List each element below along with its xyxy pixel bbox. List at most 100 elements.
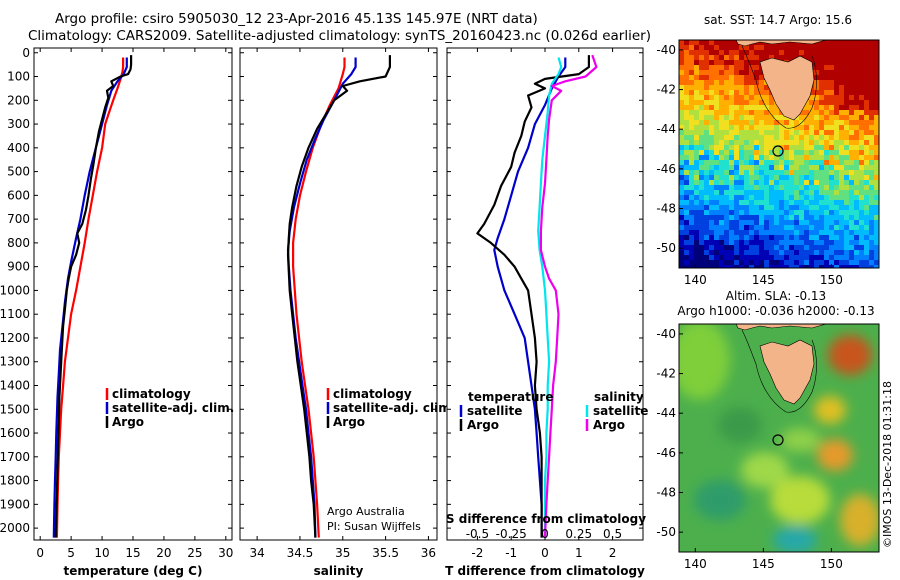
sst-cell <box>704 80 710 86</box>
argo-marker-sla <box>772 434 784 446</box>
sst-cell <box>759 95 765 101</box>
sst-cell <box>864 85 870 91</box>
sst-cell <box>734 125 740 131</box>
sst-cell <box>779 190 785 196</box>
sst-cell <box>854 225 860 231</box>
sst-cell <box>844 175 850 181</box>
sst-cell <box>829 225 835 231</box>
sst-cell <box>759 75 765 81</box>
sst-cell <box>839 155 845 161</box>
sst-cell <box>854 125 860 131</box>
sst-cell <box>714 230 720 236</box>
sst-cell <box>804 100 810 106</box>
sst-cell <box>819 190 825 196</box>
sst-cell <box>704 120 710 126</box>
sst-cell <box>714 90 720 96</box>
sst-cell <box>749 45 755 51</box>
sst-cell <box>829 165 835 171</box>
sst-cell <box>839 85 845 91</box>
sst-cell <box>689 265 695 268</box>
sst-cell <box>809 130 815 136</box>
sst-cell <box>689 140 695 146</box>
sst-cell <box>709 215 715 221</box>
sst-cell <box>754 150 760 156</box>
sst-cell <box>779 45 785 51</box>
sst-cell <box>734 225 740 231</box>
sst-cell <box>814 250 820 256</box>
sst-cell <box>809 175 815 181</box>
sst-cell <box>699 140 705 146</box>
sst-cell <box>709 220 715 226</box>
sst-cell <box>779 220 785 226</box>
sst-cell <box>814 120 820 126</box>
sst-cell <box>819 225 825 231</box>
sst-cell <box>799 125 805 131</box>
sst-cell <box>754 75 760 81</box>
sst-cell <box>779 50 785 56</box>
sst-cell <box>714 75 720 81</box>
sst-cell <box>714 120 720 126</box>
sst-cell <box>754 250 760 256</box>
sst-cell <box>719 95 725 101</box>
sst-cell <box>779 265 785 268</box>
sst-cell <box>704 75 710 81</box>
sst-cell <box>729 175 735 181</box>
sst-cell <box>679 260 685 266</box>
sst-cell <box>819 230 825 236</box>
sst-cell <box>849 175 855 181</box>
sst-cell <box>724 220 730 226</box>
sst-cell <box>744 90 750 96</box>
sst-cell <box>789 200 795 206</box>
sst-cell <box>734 115 740 121</box>
sst-cell <box>679 105 685 111</box>
sst-cell <box>684 180 690 186</box>
sst-cell <box>864 260 870 266</box>
sst-cell <box>759 155 765 161</box>
sst-cell <box>839 100 845 106</box>
sst-cell <box>749 245 755 251</box>
sst-cell <box>734 120 740 126</box>
sst-cell <box>829 190 835 196</box>
sst-cell <box>709 200 715 206</box>
sst-cell <box>714 250 720 256</box>
sst-cell <box>699 250 705 256</box>
sst-cell <box>854 170 860 176</box>
sst-cell <box>719 90 725 96</box>
sst-cell <box>689 85 695 91</box>
sst-cell <box>844 115 850 121</box>
sst-cell <box>849 180 855 186</box>
sst-cell <box>749 55 755 61</box>
sst-cell <box>684 235 690 241</box>
sst-cell <box>859 205 865 211</box>
sst-cell <box>829 145 835 151</box>
sst-cell <box>754 110 760 116</box>
sst-cell <box>844 200 850 206</box>
sst-cell <box>719 135 725 141</box>
sst-cell <box>824 155 830 161</box>
sst-cell <box>844 145 850 151</box>
sst-cell <box>689 230 695 236</box>
sst-cell <box>779 250 785 256</box>
sst-cell <box>839 90 845 96</box>
sst-cell <box>729 50 735 56</box>
sst-cell <box>774 180 780 186</box>
sst-cell <box>754 265 760 268</box>
sst-cell <box>839 205 845 211</box>
sst-cell <box>829 50 835 56</box>
sst-cell <box>804 250 810 256</box>
sst-cell <box>684 210 690 216</box>
sst-cell <box>709 225 715 231</box>
sst-cell <box>839 165 845 171</box>
x-tick-label: 2 <box>609 546 617 560</box>
sst-cell <box>729 145 735 151</box>
sst-cell <box>854 120 860 126</box>
sst-cell <box>804 50 810 56</box>
sst-cell <box>679 265 685 268</box>
sst-cell <box>804 115 810 121</box>
sst-cell <box>819 155 825 161</box>
sst-cell <box>794 225 800 231</box>
sla-map-title-1: Altim. SLA: -0.13 <box>726 289 826 303</box>
sst-cell <box>829 180 835 186</box>
sst-cell <box>824 210 830 216</box>
sst-cell <box>829 55 835 61</box>
